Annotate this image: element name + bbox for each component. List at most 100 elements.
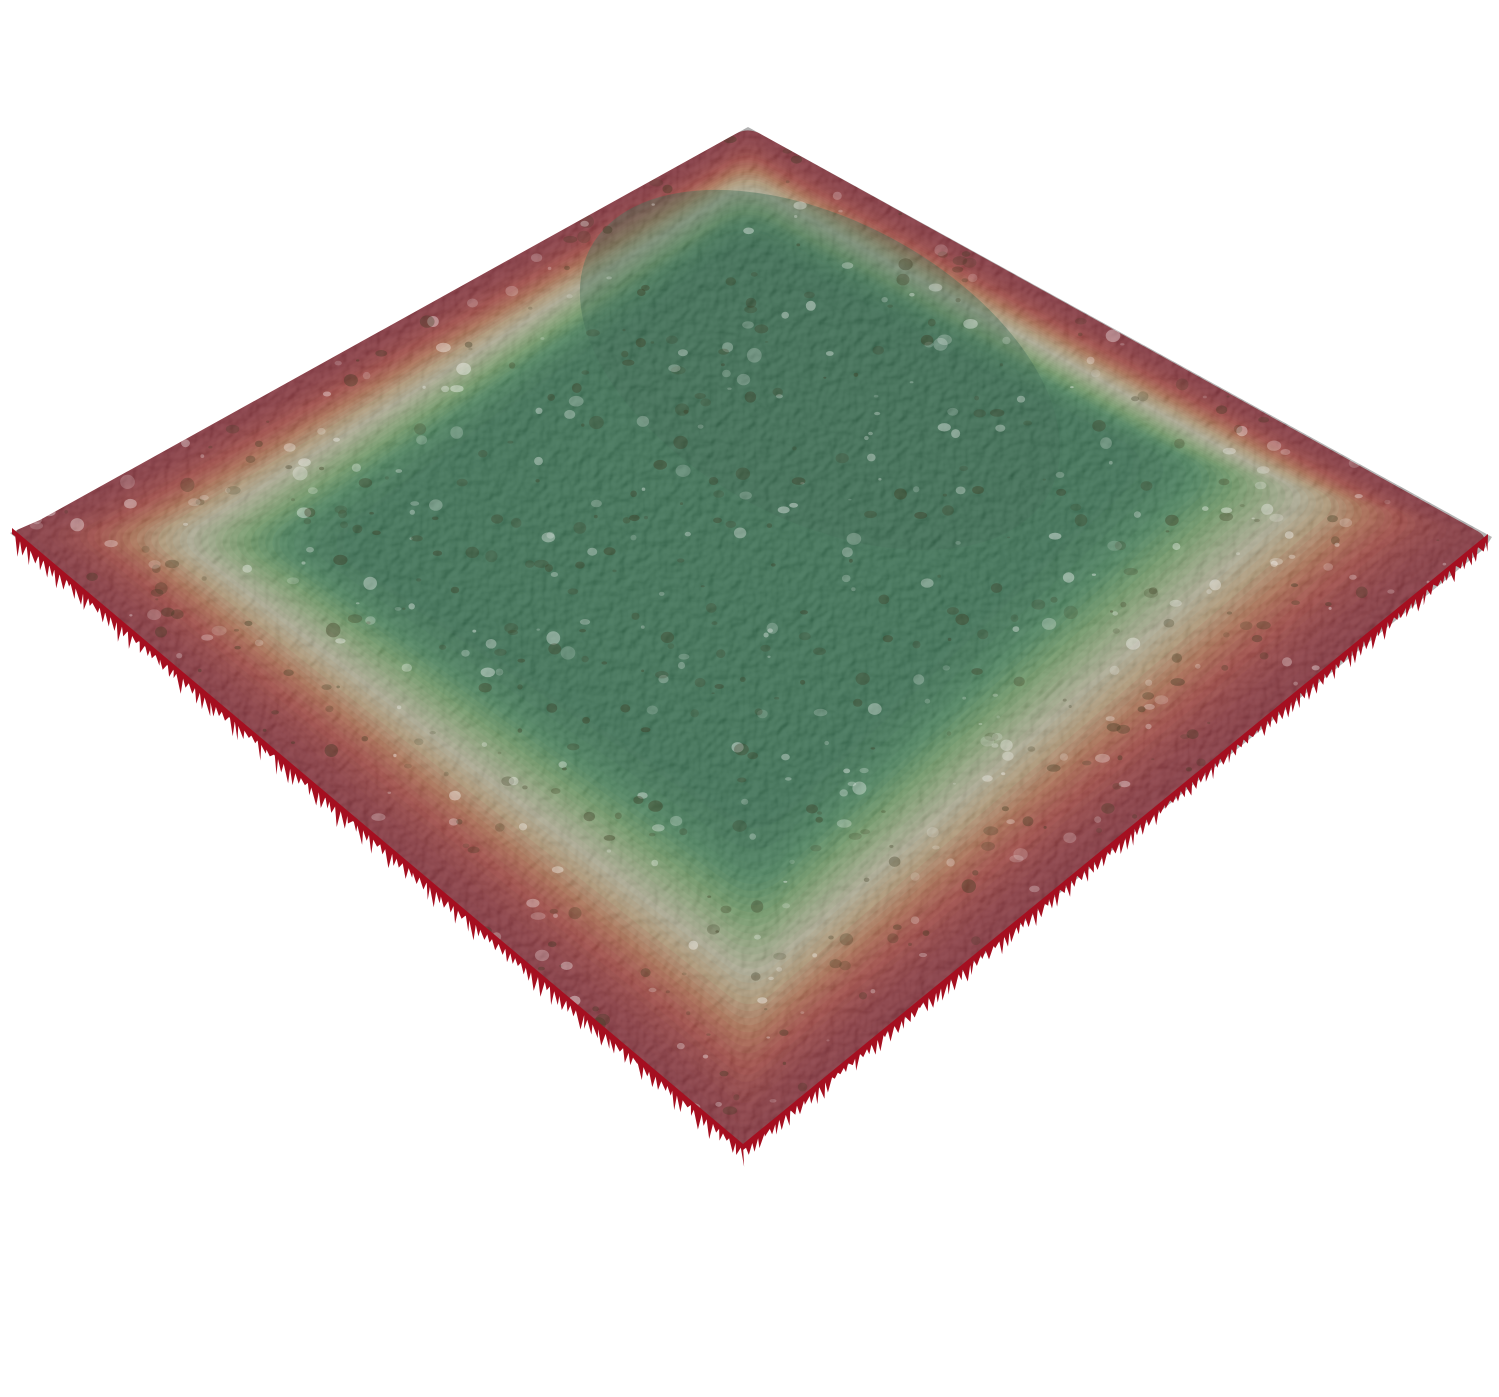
surface-speck (303, 518, 312, 525)
surface-speck (946, 731, 952, 736)
surface-speck (472, 629, 477, 633)
surface-speck (614, 812, 622, 820)
surface-speck (867, 453, 876, 462)
surface-speck (892, 924, 902, 930)
surface-speck (201, 576, 207, 581)
surface-speck (1095, 753, 1110, 763)
surface-speck (535, 407, 543, 414)
surface-speck (1091, 573, 1096, 576)
surface-speck (640, 625, 645, 629)
surface-speck (797, 1082, 808, 1092)
surface-speck (1349, 574, 1357, 580)
surface-speck (927, 318, 936, 327)
surface-speck (991, 732, 1003, 741)
surface-speck (456, 819, 463, 825)
surface-speck (1009, 855, 1024, 863)
surface-speck (813, 708, 828, 717)
surface-speck (1012, 626, 1020, 632)
surface-speck (1094, 816, 1102, 823)
surface-speck (951, 429, 961, 439)
surface-speck (365, 616, 376, 625)
surface-speck (416, 578, 422, 582)
surface-speck (372, 530, 381, 536)
surface-speck (86, 572, 98, 581)
surface-speck (973, 409, 986, 418)
surface-speck (937, 574, 941, 578)
surface-speck (882, 635, 893, 643)
surface-speck (824, 740, 829, 746)
surface-speck (1223, 632, 1230, 638)
surface-speck (1172, 542, 1181, 551)
surface-speck (568, 907, 582, 920)
surface-speck (739, 676, 746, 683)
surface-speck (773, 952, 787, 960)
surface-speck (631, 612, 640, 620)
surface-speck (881, 810, 886, 813)
surface-speck (335, 638, 346, 644)
surface-edge-spikes (12, 528, 745, 1167)
surface-speck (878, 594, 890, 605)
surface-speck (325, 705, 334, 713)
surface-speck (534, 949, 550, 962)
surface-speck (129, 614, 133, 617)
surface-speck (298, 458, 311, 467)
surface-speck (601, 661, 608, 665)
surface-speck (679, 828, 688, 836)
surface-speck (667, 643, 675, 649)
surface-speck (242, 564, 252, 573)
surface-speck (910, 872, 920, 881)
surface-speck (603, 547, 616, 556)
surface-speck (254, 639, 264, 647)
surface-speck (660, 631, 675, 644)
surface-speck (1101, 803, 1115, 814)
surface-speck (621, 350, 629, 358)
surface-speck (602, 225, 613, 234)
surface-speck (225, 487, 231, 494)
surface-speck (640, 727, 651, 733)
surface-speck (566, 294, 573, 299)
surface-speck (401, 663, 412, 672)
surface-speck (1010, 614, 1019, 622)
surface-speck (411, 535, 423, 542)
surface-speck (292, 466, 308, 481)
surface-speck (658, 674, 669, 684)
surface-speck (980, 736, 995, 747)
surface-speck (589, 415, 604, 430)
surface-speck (794, 215, 798, 218)
surface-speck (1154, 695, 1169, 705)
surface-speck (211, 625, 227, 636)
surface-speck (1222, 447, 1236, 455)
surface-speck (622, 517, 631, 524)
surface-speck (812, 953, 818, 958)
surface-speck (501, 776, 515, 786)
surface-speck (1133, 511, 1141, 518)
surface-speck (913, 674, 925, 685)
surface-speck (1082, 760, 1092, 766)
surface-speck (838, 209, 843, 213)
surface-speck (1022, 816, 1034, 827)
surface-speck (789, 502, 798, 508)
surface-speck (881, 297, 888, 303)
surface-speck (713, 490, 725, 498)
surface-speck (828, 935, 834, 940)
surface-speck (962, 257, 977, 268)
surface-speck (655, 671, 669, 679)
surface-speck (558, 761, 567, 768)
surface-speck (151, 564, 161, 573)
surface-speck (468, 347, 473, 351)
surface-speck (1063, 605, 1078, 620)
surface-speck (429, 499, 443, 511)
surface-speck (1206, 589, 1212, 595)
surface-speck (553, 913, 558, 918)
surface-speck (123, 498, 137, 509)
surface-speck (750, 972, 761, 981)
surface-speck (836, 819, 852, 828)
surface-speck (443, 771, 449, 777)
surface-speck (1041, 617, 1057, 630)
surface-speck (306, 546, 314, 553)
surface-speck (1209, 579, 1221, 591)
surface-speck (1258, 416, 1270, 423)
surface-speck (644, 515, 648, 520)
